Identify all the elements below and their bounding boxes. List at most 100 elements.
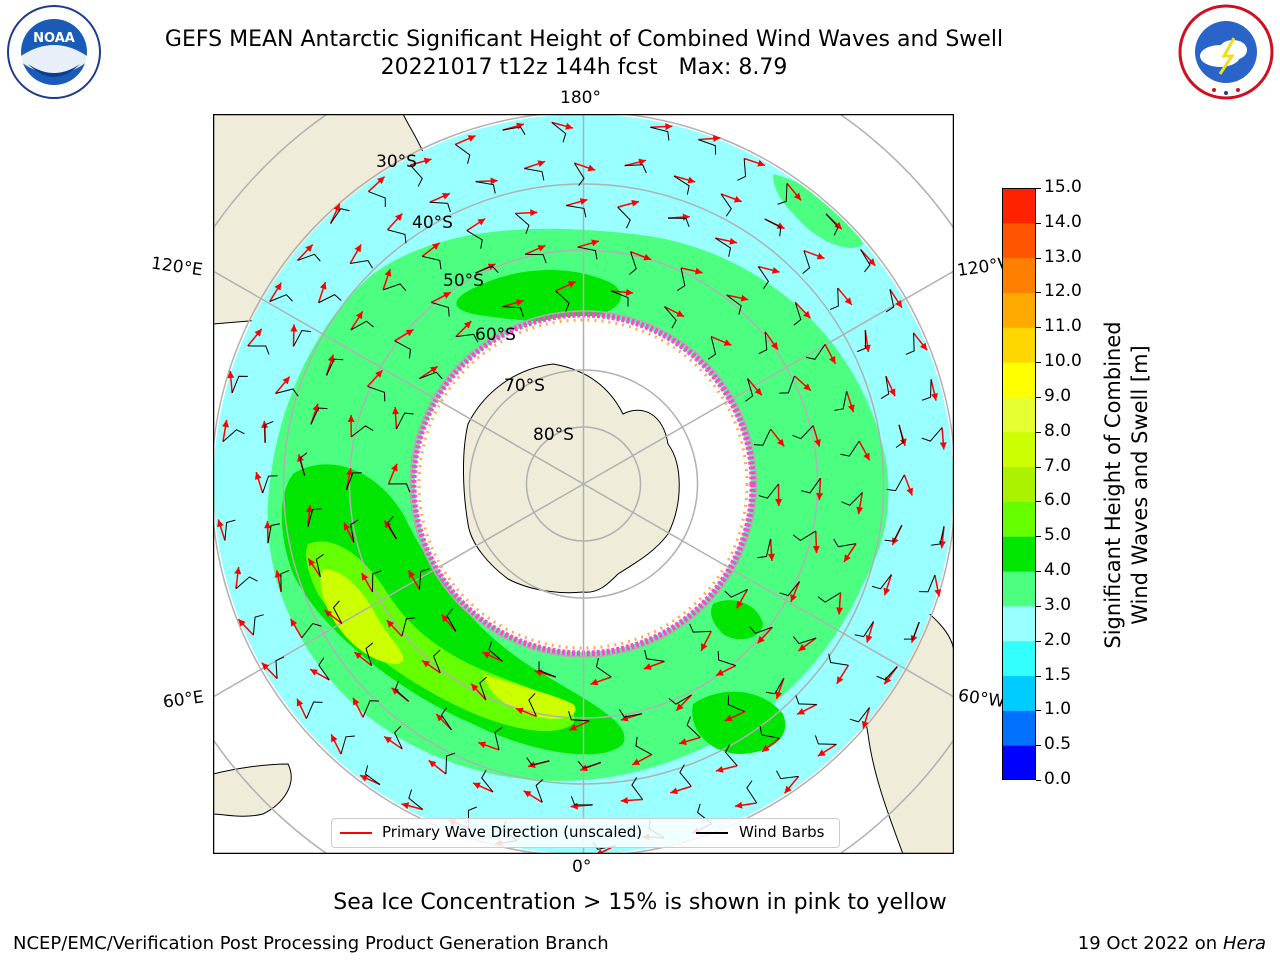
wave-arrow-head bbox=[695, 267, 703, 275]
wave-arrow-head bbox=[308, 558, 316, 567]
colorbar-tick-mark bbox=[1036, 292, 1041, 294]
wind-barb bbox=[252, 614, 264, 636]
wave-legend-swatch bbox=[340, 832, 372, 834]
wind-barb bbox=[502, 306, 524, 317]
wave-arrow-head bbox=[847, 404, 855, 413]
wind-barb bbox=[624, 164, 647, 174]
colorbar-tick-mark bbox=[1036, 780, 1041, 781]
wind-barb bbox=[275, 656, 285, 679]
wave-arrow-head bbox=[537, 160, 546, 168]
wave-arrow-head bbox=[391, 463, 398, 472]
wave-arrow-head bbox=[436, 714, 444, 722]
wind-barb bbox=[524, 168, 545, 181]
wind-barb bbox=[432, 649, 441, 674]
wind-barb bbox=[247, 345, 270, 355]
wind-barb bbox=[777, 183, 788, 205]
wave-arrow-head bbox=[865, 634, 873, 643]
wind-barb bbox=[570, 796, 593, 806]
wave-arrow-head bbox=[530, 209, 538, 217]
wind-barb bbox=[795, 695, 817, 705]
colorbar-tick-label: 3.0 bbox=[1044, 594, 1072, 615]
wind-barb bbox=[488, 641, 503, 662]
wave-arrow-head bbox=[222, 419, 229, 428]
wave-arrow-head bbox=[463, 321, 472, 329]
wind-barb bbox=[446, 608, 457, 632]
wave-arrow-head bbox=[290, 324, 298, 332]
colorbar-tick-label: 8.0 bbox=[1044, 420, 1072, 441]
wind-barb bbox=[825, 213, 839, 236]
wind-barb bbox=[664, 306, 677, 329]
wave-arrow-head bbox=[422, 660, 430, 668]
lat-label-50s: 50°S bbox=[443, 271, 484, 291]
wind-barb bbox=[235, 576, 258, 590]
wind-barb bbox=[577, 246, 598, 260]
wind-barb bbox=[679, 764, 692, 787]
colorbar-segment bbox=[1002, 257, 1036, 293]
wave-arrow-head bbox=[441, 614, 449, 623]
wind-barb bbox=[757, 538, 772, 559]
wave-arrow-head bbox=[716, 669, 724, 676]
wind-barb bbox=[365, 642, 374, 666]
colorbar-segment bbox=[1002, 222, 1036, 259]
wave-legend-label: Primary Wave Direction (unscaled) bbox=[382, 823, 643, 841]
wind-barb bbox=[667, 217, 690, 227]
map-title: GEFS MEAN Antarctic Significant Height o… bbox=[164, 27, 1004, 52]
wind-barb bbox=[318, 294, 342, 304]
colorbar-tick-label: 0.0 bbox=[1044, 769, 1072, 789]
colorbar bbox=[1002, 188, 1036, 781]
wave-arrow-head bbox=[836, 676, 844, 684]
colorbar-segment bbox=[1002, 292, 1036, 328]
wave-arrow-head bbox=[757, 635, 765, 644]
wind-barb bbox=[419, 371, 443, 380]
wind-barb bbox=[876, 666, 898, 681]
wave-arrow-head bbox=[784, 785, 792, 794]
wind-barb bbox=[387, 229, 407, 244]
wind-barb bbox=[408, 789, 424, 810]
wind-barb bbox=[388, 483, 411, 493]
wind-barb bbox=[299, 452, 308, 476]
wave-arrow-head bbox=[679, 738, 687, 746]
wave-arrow-head bbox=[431, 242, 440, 250]
wind-barb bbox=[418, 568, 430, 590]
wave-arrow-head bbox=[931, 393, 938, 401]
colorbar-segment bbox=[1002, 362, 1036, 398]
wind-barb bbox=[481, 769, 494, 793]
wind-barb bbox=[884, 524, 903, 542]
wave-arrow-head bbox=[701, 643, 708, 651]
wind-barb bbox=[307, 508, 322, 528]
wave-arrow-head bbox=[814, 439, 821, 447]
colorbar-tick-label: 1.5 bbox=[1044, 664, 1072, 685]
wind-barb bbox=[631, 777, 644, 800]
wave-arrow-head bbox=[290, 618, 298, 627]
nws-logo bbox=[1176, 4, 1276, 100]
wind-barb bbox=[566, 205, 587, 218]
wind-barb bbox=[817, 592, 841, 603]
wave-arrow-head bbox=[360, 775, 368, 782]
wave-arrow-head bbox=[777, 438, 785, 447]
wind-barb bbox=[644, 649, 665, 662]
wave-arrow-head bbox=[471, 683, 479, 692]
noaa-logo: NOAA bbox=[6, 4, 102, 100]
wave-arrow-head bbox=[467, 135, 476, 142]
wave-arrow-head bbox=[724, 714, 733, 722]
wind-barb bbox=[931, 526, 945, 546]
colorbar-segment bbox=[1002, 396, 1036, 433]
wave-arrow-head bbox=[565, 122, 573, 130]
wind-barb bbox=[801, 477, 821, 494]
wind-barb bbox=[525, 253, 547, 264]
wind-barb bbox=[318, 657, 330, 681]
wave-arrow-head bbox=[274, 570, 282, 578]
wind-barb bbox=[921, 379, 932, 401]
colorbar-label: Significant Height of Combined Wind Wave… bbox=[1101, 321, 1152, 649]
wave-arrow-head bbox=[829, 356, 836, 364]
wave-arrow-head bbox=[856, 506, 864, 515]
wave-arrow-head bbox=[487, 263, 496, 271]
colorbar-tick-label: 6.0 bbox=[1044, 490, 1072, 511]
wave-arrow-head bbox=[638, 158, 647, 166]
wind-barb bbox=[502, 126, 526, 135]
wind-barb bbox=[475, 181, 496, 194]
wind-barb bbox=[759, 726, 780, 739]
wave-arrow-head bbox=[355, 311, 363, 320]
wind-barb bbox=[776, 770, 799, 780]
wave-arrow-head bbox=[477, 218, 486, 226]
